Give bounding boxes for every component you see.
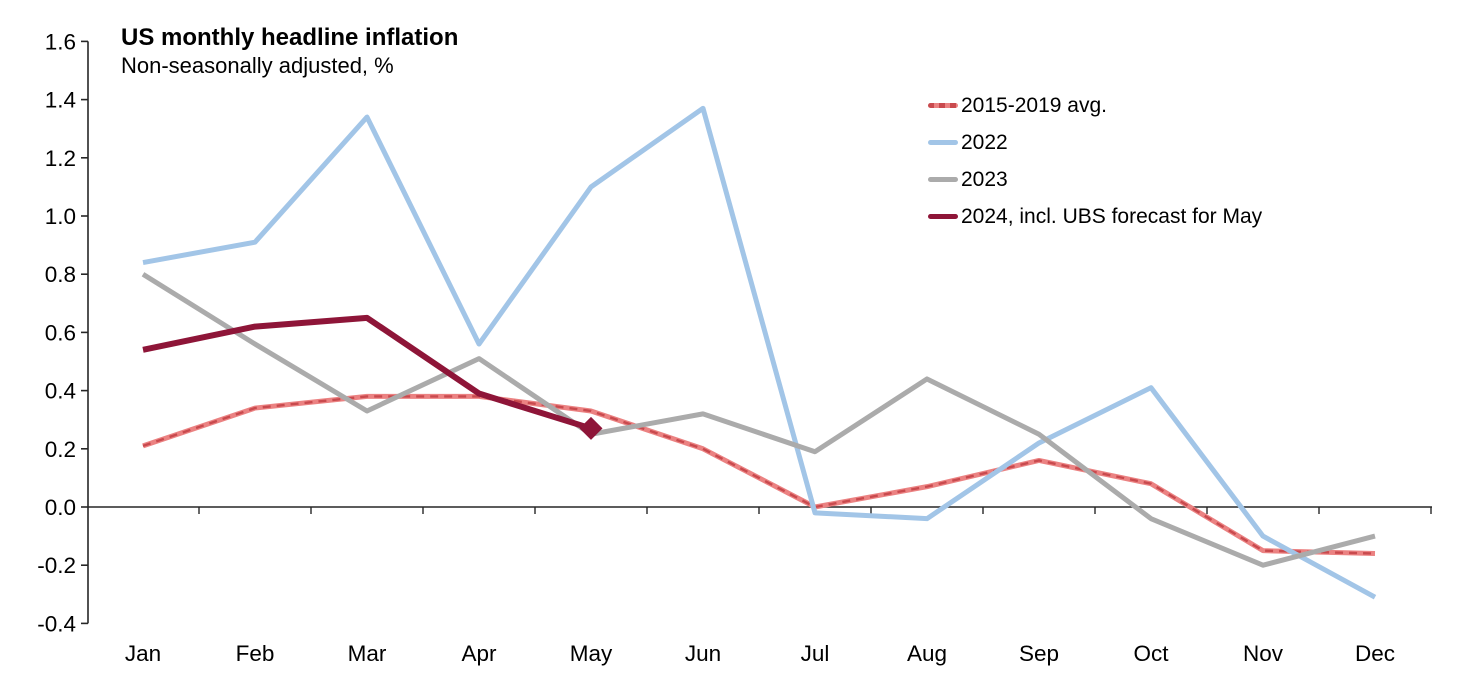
y-axis-tick-label: 0.4 — [45, 379, 76, 404]
x-axis-month-label: May — [570, 641, 613, 666]
series-line-1 — [142, 105, 1377, 600]
legend-swatch-2023 — [928, 177, 958, 182]
series-line-3 — [142, 314, 592, 432]
x-axis-month-label: Apr — [461, 641, 497, 666]
y-axis-tick-label: 0.6 — [45, 320, 76, 345]
legend-item-2022: 2022 — [928, 124, 1262, 161]
legend-swatch-2024 — [928, 214, 958, 219]
y-axis-tick-label: 0.8 — [45, 262, 76, 287]
x-axis-month-label: Nov — [1243, 641, 1284, 666]
y-axis-tick-label: -0.2 — [37, 553, 76, 578]
legend-swatch-2015-2019-avg — [928, 103, 958, 108]
legend-swatch-2022 — [928, 140, 958, 145]
x-axis-month-label: Feb — [236, 641, 275, 666]
x-axis-month-label: Aug — [907, 641, 947, 666]
chart-legend: 2015-2019 avg. 2022 2023 2024, incl. UBS… — [928, 87, 1262, 235]
x-axis-month-label: Mar — [348, 641, 387, 666]
x-axis-month-label: Jan — [125, 641, 161, 666]
legend-item-2023: 2023 — [928, 161, 1262, 198]
forecast-diamond-marker — [579, 416, 603, 440]
y-axis-tick-label: -0.4 — [37, 611, 76, 636]
x-axis-month-label: Dec — [1355, 641, 1395, 666]
series-line-2 — [141, 272, 1376, 568]
y-axis-tick-label: 0.0 — [45, 495, 76, 520]
legend-item-2024: 2024, incl. UBS forecast for May — [928, 198, 1262, 235]
chart-subtitle: Non-seasonally adjusted, % — [121, 53, 394, 78]
legend-item-2015-2019-avg: 2015-2019 avg. — [928, 87, 1262, 124]
y-axis-tick-label: 1.6 — [45, 29, 76, 54]
legend-label-2022: 2022 — [961, 130, 1008, 154]
series-line-0 — [142, 393, 1376, 557]
x-axis-month-label: Jun — [685, 641, 721, 666]
chart-title: US monthly headline inflation — [121, 24, 459, 51]
x-axis-month-label: Jul — [801, 641, 830, 666]
x-axis-month-label: Oct — [1133, 641, 1169, 666]
y-axis-tick-label: 1.4 — [45, 88, 76, 113]
y-axis-tick-label: 1.0 — [45, 204, 76, 229]
y-axis-tick-label: 1.2 — [45, 146, 76, 171]
legend-label-2024: 2024, incl. UBS forecast for May — [961, 204, 1263, 228]
series-line-0-dash-overlay — [142, 395, 1376, 555]
y-axis-tick-label: 0.2 — [45, 437, 76, 462]
x-axis-month-label: Sep — [1019, 641, 1059, 666]
legend-label-2023: 2023 — [961, 167, 1008, 191]
legend-label-2015-2019-avg: 2015-2019 avg. — [961, 93, 1107, 117]
